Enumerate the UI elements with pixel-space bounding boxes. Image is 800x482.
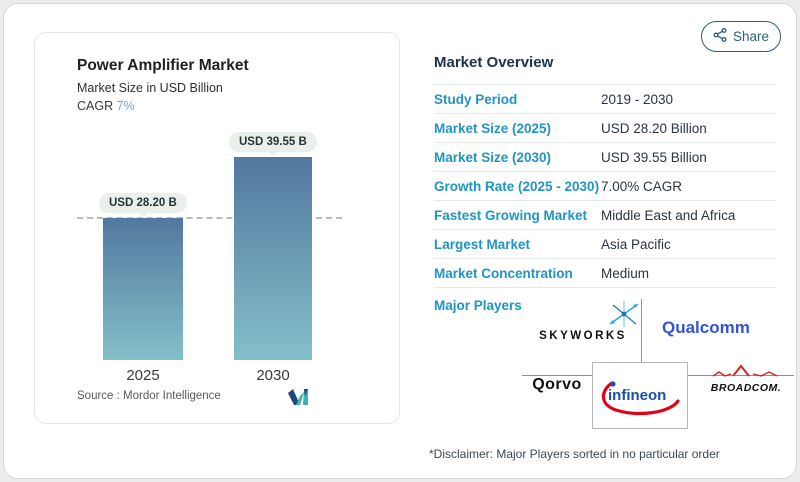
bar-value-label-2025: USD 28.20 B: [99, 193, 187, 217]
row-label-market-size-2030: Market Size (2030): [434, 149, 552, 165]
players-divider-horizontal-left: [522, 375, 592, 376]
row-value-growth-rate: 7.00% CAGR: [601, 178, 683, 194]
broadcom-logo: BROADCOM.: [692, 364, 800, 394]
row-label-fastest-growing-market: Fastest Growing Market: [434, 207, 588, 223]
infineon-wordmark: infineon: [608, 386, 667, 404]
infineon-logo: infineon: [592, 362, 688, 429]
row-value-fastest-growing-market: Middle East and Africa: [601, 207, 736, 223]
cagr-label: CAGR: [77, 99, 114, 113]
row-label-market-concentration: Market Concentration: [434, 265, 573, 281]
table-row: Growth Rate (2025 - 2030) 7.00% CAGR: [434, 172, 776, 201]
red-swoosh-arc-icon: [601, 380, 680, 415]
row-value-market-size-2030: USD 39.55 Billion: [601, 149, 707, 165]
table-row: Study Period 2019 - 2030: [434, 85, 776, 114]
row-label-largest-market: Largest Market: [434, 236, 531, 252]
bar-2030: [234, 157, 312, 360]
report-card: Power Amplifier Market Market Size in US…: [3, 3, 797, 479]
major-players-section: Major Players SKYWORKS Qualcomm: [434, 294, 799, 439]
major-players-label: Major Players: [434, 298, 522, 313]
bar-2025: [103, 218, 183, 360]
row-label-study-period: Study Period: [434, 91, 518, 107]
qualcomm-logo: Qualcomm: [662, 318, 750, 337]
overview-table: Study Period 2019 - 2030 Market Size (20…: [434, 84, 776, 288]
chart-title: Power Amplifier Market: [77, 57, 249, 74]
skyworks-wordmark: SKYWORKS: [539, 330, 627, 342]
mordor-intelligence-logo: [288, 389, 312, 410]
table-row: Market Concentration Medium: [434, 259, 776, 288]
table-row: Fastest Growing Market Middle East and A…: [434, 201, 776, 230]
players-divider-horizontal-right: [688, 375, 794, 376]
overview-heading: Market Overview: [434, 54, 554, 71]
source-name: Mordor Intelligence: [123, 390, 221, 402]
x-axis-label-2025: 2025: [126, 367, 160, 384]
chart-subtitle: Market Size in USD Billion: [77, 81, 223, 95]
row-value-market-size-2025: USD 28.20 Billion: [601, 120, 707, 136]
table-row: Market Size (2025) USD 28.20 Billion: [434, 114, 776, 143]
qorvo-logo: Qorvo: [532, 376, 582, 393]
players-divider-vertical: [641, 299, 642, 362]
row-label-market-size-2025: Market Size (2025): [434, 120, 552, 136]
bar-chart-plot: USD 28.20 B USD 39.55 B 2025 2030: [35, 33, 399, 423]
chart-cagr-line: CAGR 7%: [77, 99, 135, 113]
source-label: Source :: [77, 390, 120, 402]
row-value-market-concentration: Medium: [601, 265, 650, 281]
reference-dashed-line: [77, 217, 342, 219]
source-attribution: Source : Mordor Intelligence: [77, 390, 221, 402]
row-value-largest-market: Asia Pacific: [601, 236, 671, 252]
skyworks-logo: SKYWORKS: [529, 301, 639, 342]
share-button[interactable]: Share: [701, 21, 781, 52]
bar-value-label-2030: USD 39.55 B: [229, 132, 317, 156]
share-button-label: Share: [732, 29, 770, 44]
share-nodes-icon: [713, 28, 727, 45]
row-value-study-period: 2019 - 2030: [601, 91, 674, 107]
table-row: Market Size (2030) USD 39.55 Billion: [434, 143, 776, 172]
pulse-waveform-icon: [712, 364, 778, 377]
sparkle-network-icon: [607, 300, 641, 333]
cagr-value: 7%: [116, 99, 135, 113]
market-chart-card: Power Amplifier Market Market Size in US…: [34, 32, 400, 424]
row-label-growth-rate: Growth Rate (2025 - 2030): [434, 178, 600, 194]
disclaimer-text: *Disclaimer: Major Players sorted in no …: [429, 447, 720, 461]
broadcom-wordmark: BROADCOM.: [710, 382, 782, 394]
table-row: Largest Market Asia Pacific: [434, 230, 776, 259]
x-axis-label-2030: 2030: [256, 367, 290, 384]
